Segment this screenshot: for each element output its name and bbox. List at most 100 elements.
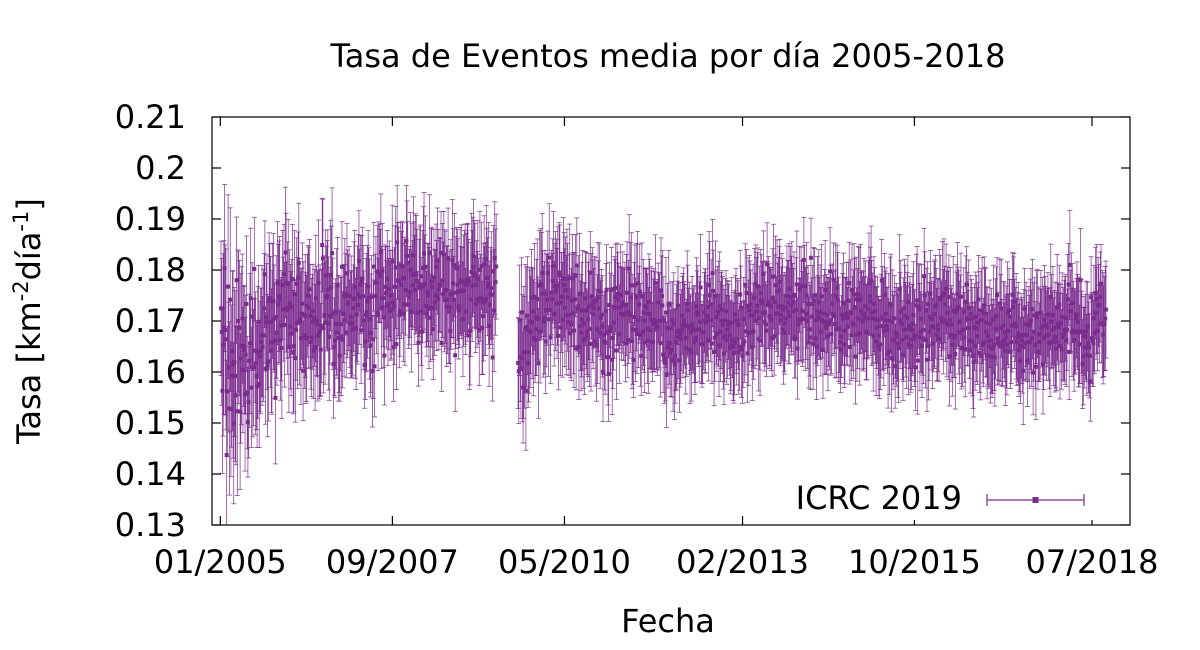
data-point	[1093, 266, 1099, 360]
data-point	[523, 330, 529, 451]
data-point	[594, 274, 600, 384]
legend-label: ICRC 2019	[796, 479, 962, 517]
data-point	[620, 251, 626, 354]
data-point	[1052, 281, 1058, 393]
data-point	[265, 293, 271, 438]
data-point	[1037, 288, 1043, 380]
data-point	[870, 272, 876, 365]
data-point	[636, 265, 642, 344]
data-point	[1043, 286, 1049, 364]
data-point	[909, 284, 915, 377]
data-point	[422, 234, 428, 334]
data-point	[338, 276, 344, 396]
data-point	[975, 281, 981, 364]
data-point	[782, 272, 788, 375]
data-point	[941, 238, 947, 349]
data-point	[687, 295, 693, 404]
data-point	[340, 291, 346, 389]
data-point	[681, 281, 687, 366]
y-axis: 0.13 0.14 0.15 0.16 0.17 0.18 0.19 0.2 0.21	[115, 98, 1130, 544]
data-point	[860, 271, 866, 372]
data-point	[824, 274, 830, 376]
x-tick-label: 01/2005	[154, 543, 287, 581]
x-tick-label: 10/2015	[848, 543, 981, 581]
data-point	[757, 285, 763, 396]
data-point	[1048, 274, 1054, 370]
data-point	[1102, 276, 1108, 371]
data-point	[353, 267, 359, 390]
data-point	[372, 253, 378, 339]
data-point	[804, 242, 810, 349]
data-point	[426, 247, 432, 369]
data-point	[1057, 292, 1063, 400]
y-tick-label: 0.19	[115, 200, 186, 238]
data-point	[988, 287, 994, 394]
y-tick-label: 0.17	[115, 302, 186, 340]
data-point	[961, 267, 967, 357]
data-point	[424, 270, 430, 357]
data-point	[378, 193, 384, 311]
data-point	[932, 259, 938, 369]
data-point	[309, 273, 315, 370]
data-point	[762, 260, 768, 365]
data-point	[652, 271, 658, 373]
data-point	[754, 257, 760, 366]
data-point	[703, 282, 709, 363]
data-point	[492, 228, 498, 336]
data-point	[1087, 341, 1093, 422]
data-point	[820, 301, 826, 399]
data-point	[618, 244, 624, 346]
data-point	[560, 217, 566, 341]
y-tick-label: 0.18	[115, 251, 186, 289]
chart-title: Tasa de Eventos media por día 2005-2018	[329, 37, 1005, 75]
data-point	[612, 259, 618, 335]
data-point	[436, 228, 442, 351]
y-tick-label: 0.16	[115, 353, 186, 391]
data-point	[954, 242, 960, 346]
data-point	[808, 217, 814, 298]
data-point	[1034, 268, 1040, 359]
data-point	[717, 251, 723, 361]
data-point	[885, 298, 891, 409]
data-point	[855, 268, 861, 369]
data-point	[1083, 280, 1089, 382]
data-point	[454, 228, 460, 341]
data-point	[677, 282, 683, 388]
data-point	[348, 255, 354, 379]
legend-marker	[1032, 497, 1039, 503]
y-axis-label: Tasa [km-2día-1]	[9, 198, 48, 445]
data-point	[880, 282, 886, 371]
data-point	[1032, 277, 1038, 354]
data-point	[862, 276, 868, 360]
data-point	[331, 297, 337, 396]
data-point	[546, 261, 552, 377]
legend: ICRC 2019	[772, 474, 1108, 520]
data-point	[739, 301, 745, 399]
data-point	[273, 255, 279, 379]
data-point	[306, 246, 312, 369]
data-point	[575, 266, 581, 352]
data-point	[615, 251, 621, 347]
y-axis-label-exponent-2: -1	[9, 211, 33, 232]
data-point	[408, 212, 414, 328]
data-point	[897, 272, 903, 369]
y-tick-label: 0.21	[115, 98, 186, 136]
data-point	[680, 273, 686, 378]
data-point	[274, 279, 280, 386]
data-point	[1094, 244, 1100, 355]
data-point	[555, 281, 561, 391]
data-point	[746, 254, 752, 366]
data-point	[832, 269, 838, 379]
data-point	[1103, 260, 1109, 359]
data-point	[973, 271, 979, 363]
data-point	[741, 300, 747, 383]
data-point	[1102, 265, 1108, 372]
data-point	[640, 259, 646, 366]
data-point	[826, 276, 832, 367]
data-point	[630, 274, 636, 385]
data-point	[493, 213, 499, 320]
plot-data	[218, 184, 1109, 526]
data-point	[538, 232, 544, 339]
data-point	[1041, 265, 1047, 375]
